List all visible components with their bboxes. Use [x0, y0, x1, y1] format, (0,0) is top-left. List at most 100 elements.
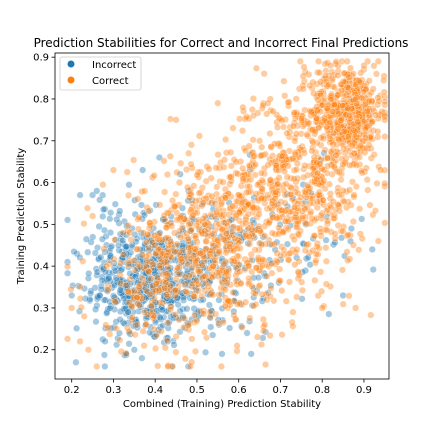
point-correct: [374, 57, 382, 65]
point-correct: [370, 107, 378, 115]
point-correct: [321, 154, 329, 162]
point-correct: [330, 111, 338, 119]
point-correct: [342, 128, 350, 136]
point-incorrect: [99, 335, 107, 343]
point-correct: [141, 187, 149, 195]
point-correct: [219, 318, 227, 326]
y-tick-label: 0.8: [33, 94, 49, 105]
point-correct: [268, 241, 276, 249]
point-incorrect: [100, 259, 108, 267]
point-correct: [268, 229, 276, 237]
point-correct: [183, 166, 191, 174]
point-incorrect: [206, 314, 214, 322]
point-correct: [291, 137, 299, 145]
point-correct: [348, 178, 357, 186]
point-correct: [142, 320, 150, 328]
point-correct: [266, 155, 274, 163]
point-correct: [141, 308, 149, 316]
point-correct: [354, 88, 362, 96]
point-correct: [143, 238, 151, 246]
point-correct: [344, 256, 352, 265]
point-correct: [260, 327, 268, 335]
point-incorrect: [115, 241, 123, 249]
point-correct: [368, 117, 376, 126]
point-incorrect: [101, 296, 109, 304]
point-correct: [348, 104, 356, 113]
point-correct: [339, 227, 347, 235]
point-correct: [292, 95, 300, 103]
point-correct: [130, 156, 138, 164]
point-correct: [76, 337, 84, 345]
point-correct: [117, 347, 125, 356]
point-incorrect: [122, 242, 130, 251]
point-correct: [249, 95, 257, 103]
point-correct: [298, 286, 307, 294]
point-correct: [154, 362, 162, 370]
point-correct: [371, 207, 379, 215]
point-correct: [311, 276, 319, 284]
point-incorrect: [136, 301, 144, 309]
point-correct: [209, 291, 217, 299]
point-correct: [264, 191, 272, 199]
point-incorrect: [85, 269, 93, 278]
point-correct: [209, 262, 217, 270]
point-incorrect: [98, 235, 106, 243]
point-correct: [317, 134, 325, 142]
point-incorrect: [170, 341, 178, 349]
point-correct: [102, 262, 110, 270]
point-incorrect: [331, 239, 339, 247]
point-incorrect: [76, 253, 84, 261]
point-correct: [152, 250, 160, 258]
x-tick-label: 0.2: [64, 385, 80, 396]
point-correct: [323, 104, 331, 113]
point-correct: [200, 328, 209, 336]
point-correct: [348, 141, 356, 149]
point-correct: [151, 241, 159, 249]
point-correct: [253, 333, 262, 341]
point-correct: [99, 181, 107, 189]
point-correct: [133, 293, 141, 301]
point-correct: [313, 198, 321, 206]
points-layer: [63, 57, 389, 371]
point-correct: [198, 261, 206, 269]
point-correct: [192, 277, 201, 285]
point-correct: [173, 267, 181, 275]
point-correct: [177, 159, 185, 167]
point-correct: [126, 275, 134, 283]
point-incorrect: [70, 248, 78, 256]
point-correct: [242, 298, 250, 306]
point-correct: [349, 241, 357, 249]
point-incorrect: [99, 212, 107, 221]
point-incorrect: [106, 229, 115, 237]
point-correct: [309, 246, 317, 255]
point-correct: [193, 171, 201, 179]
point-correct: [163, 252, 171, 260]
point-correct: [172, 190, 180, 198]
point-correct: [231, 234, 239, 242]
point-correct: [293, 159, 301, 167]
point-incorrect: [100, 265, 108, 273]
y-tick-label: 0.9: [33, 53, 49, 64]
point-incorrect: [101, 337, 109, 345]
point-correct: [236, 267, 244, 276]
point-correct: [227, 257, 235, 265]
point-correct: [202, 238, 210, 246]
point-correct: [250, 152, 258, 160]
point-correct: [258, 290, 266, 298]
point-correct: [245, 233, 253, 241]
point-correct: [332, 60, 340, 68]
point-correct: [369, 211, 377, 219]
point-correct: [333, 167, 341, 176]
point-correct: [234, 300, 242, 308]
point-correct: [155, 262, 163, 270]
point-correct: [130, 256, 138, 264]
point-correct: [186, 362, 194, 371]
point-correct: [266, 129, 274, 138]
point-correct: [305, 185, 313, 193]
point-correct: [321, 185, 329, 193]
point-correct: [213, 236, 222, 244]
point-correct: [242, 219, 250, 227]
point-correct: [229, 288, 237, 297]
point-correct: [374, 133, 382, 141]
point-incorrect: [129, 308, 137, 316]
